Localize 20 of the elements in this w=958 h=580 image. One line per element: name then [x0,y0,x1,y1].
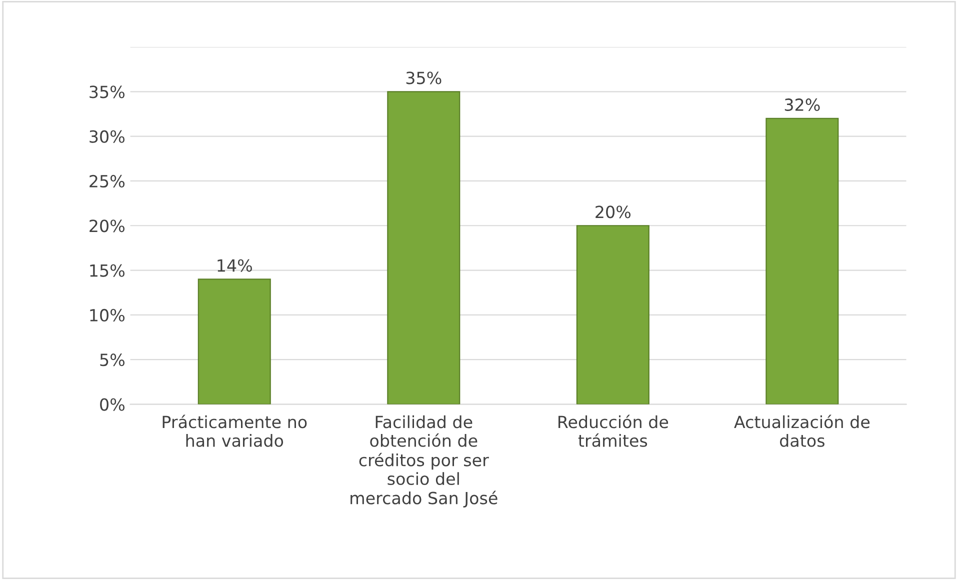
y-tick-label: 20% [90,220,125,232]
y-tick-label: 25% [90,174,125,188]
x-tick-label: Actualización de datos [734,414,870,447]
y-tick-label: 0% [100,398,125,411]
bar [198,278,271,404]
data-label: 35% [406,72,442,84]
y-tick-label: 30% [90,130,125,143]
x-tick-label: Facilidad de obtención de créditos por ser socio del mercado San José [350,415,498,508]
bar [387,91,460,404]
x-tick-label: Reducción de trámites [558,414,668,447]
data-label: 14% [218,259,252,272]
y-tick-label: 10% [90,308,125,322]
y-tick-label: 5% [100,354,125,366]
bar [766,118,839,404]
data-label: 20% [596,206,631,218]
y-tick-label: 35% [90,86,125,98]
y-tick-label: 15% [90,264,125,277]
data-label: 32% [784,98,820,112]
x-tick-label: Prácticamente no han variado [162,414,307,447]
bar [576,225,650,404]
